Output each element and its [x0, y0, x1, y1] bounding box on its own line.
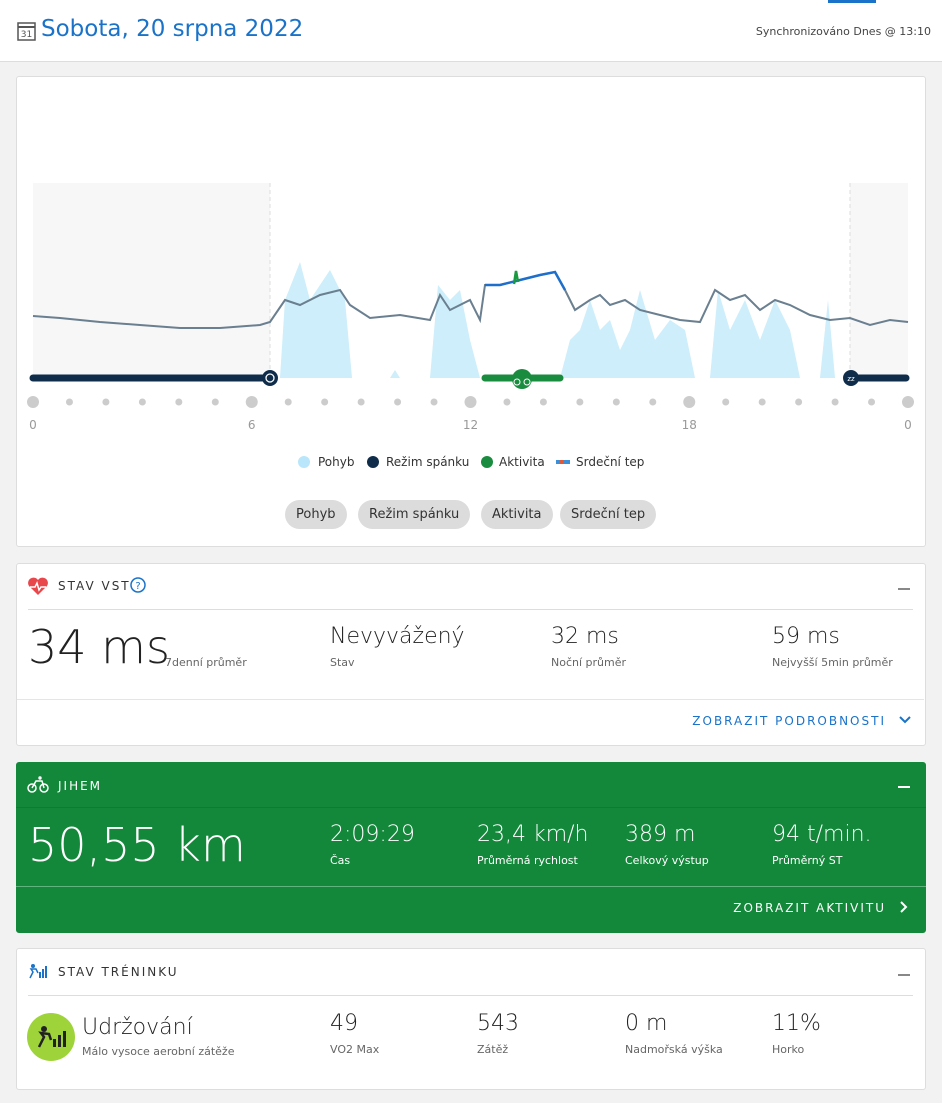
divider	[17, 699, 924, 700]
card-title: JIHEM	[58, 779, 103, 793]
hour-dot	[102, 398, 110, 406]
activity-card	[16, 762, 926, 933]
legend-item: Pohyb	[318, 455, 355, 469]
hour-dot	[902, 396, 914, 408]
header-bar	[0, 0, 942, 62]
stat-value: 0 m	[625, 1011, 668, 1036]
hour-label: 0	[904, 418, 912, 432]
tab-indicator	[828, 0, 876, 3]
stat-label: Celkový výstup	[625, 854, 709, 867]
card-title: STAV VST	[58, 579, 131, 593]
hour-label: 6	[247, 418, 256, 432]
hour-dot	[357, 398, 365, 406]
details-link[interactable]: ZOBRAZIT PODROBNOSTI	[692, 714, 886, 728]
stat-value: 2:09:29	[330, 822, 415, 847]
stat-label: Noční průměr	[551, 656, 627, 669]
stat-value: 49	[330, 1011, 358, 1036]
divider	[16, 807, 926, 808]
hour-dot	[722, 398, 730, 406]
hour-dot	[649, 398, 657, 406]
divider	[28, 609, 913, 610]
chevron[interactable]	[898, 714, 912, 726]
filter-button[interactable]: Režim spánku	[358, 500, 471, 529]
stat-label: Stav	[330, 656, 355, 669]
hour-dot	[245, 396, 258, 408]
calendar-day: 31	[21, 30, 32, 40]
timeline-chart: zz	[27, 183, 914, 468]
hour-dot	[464, 396, 477, 408]
hour-dot	[503, 398, 511, 406]
stat-value: 32 ms	[551, 624, 619, 649]
training-card	[16, 948, 926, 1090]
hour-dot	[175, 398, 183, 406]
page-title: Sobota, 20 srpna 2022	[41, 16, 304, 42]
training-icon	[29, 964, 47, 979]
hour-dot	[321, 398, 329, 406]
stat-label: Horko	[772, 1043, 805, 1056]
hour-dot	[539, 398, 547, 406]
hour-dot	[612, 398, 620, 406]
stat-label: Nejvyšší 5min průměr	[772, 656, 893, 669]
distance-value: 50,55 km	[28, 818, 246, 872]
hour-label: 0	[29, 418, 37, 432]
hour-dot	[758, 398, 766, 406]
stat-label: Zátěž	[477, 1043, 509, 1056]
filter-button[interactable]: Srdeční tep	[560, 500, 657, 529]
chevron[interactable]	[898, 900, 910, 914]
help-icon[interactable]: ?	[130, 577, 146, 593]
chart-icon[interactable]	[898, 776, 910, 788]
stat-value: 543	[477, 1011, 519, 1036]
hour-dot	[394, 398, 402, 406]
training-caption: Málo vysoce aerobní zátěže	[82, 1045, 235, 1058]
hour-label: 18	[681, 418, 697, 432]
filter-button[interactable]: Pohyb	[285, 500, 347, 529]
stat-value: Nevyvážený	[330, 624, 465, 649]
hour-dot	[138, 398, 146, 406]
stat-label: Čas	[330, 854, 351, 867]
hour-dot	[868, 398, 876, 406]
hrv-card	[16, 563, 926, 746]
heart-icon	[28, 577, 48, 595]
training-status: Udržování	[82, 1015, 193, 1040]
svg-text:zz: zz	[847, 375, 855, 383]
stat-value: 94 t/min.	[772, 822, 872, 847]
legend-item: Aktivita	[499, 455, 545, 469]
divider	[28, 995, 913, 996]
hour-dot	[284, 398, 292, 406]
hrv-value: 34 ms	[28, 620, 170, 674]
stat-value: 11%	[772, 1011, 821, 1036]
activity-link[interactable]: ZOBRAZIT AKTIVITU	[733, 901, 886, 915]
hour-dot	[795, 398, 803, 406]
chart-icon[interactable]	[898, 578, 910, 590]
hour-dot	[831, 398, 839, 406]
hour-dot	[430, 398, 438, 406]
hour-dot	[576, 398, 584, 406]
sync-status: Synchronizováno Dnes @ 13:10	[755, 25, 931, 38]
stat-label: Průměrný ST	[772, 854, 843, 867]
stat-label: Průměrná rychlost	[477, 854, 578, 867]
hour-label: 12	[462, 418, 479, 432]
card-title: STAV TRÉNINKU	[58, 965, 179, 979]
legend-item: Srdeční tep	[576, 455, 645, 469]
stat-value: 59 ms	[772, 624, 840, 649]
legend-item: Režim spánku	[386, 455, 470, 469]
hour-dot	[683, 396, 696, 408]
hrv-caption: 7denní průměr	[165, 656, 247, 669]
chart-icon[interactable]	[898, 964, 910, 976]
stat-label: VO2 Max	[330, 1043, 380, 1056]
svg-text:?: ?	[135, 581, 140, 592]
filter-button[interactable]: Aktivita	[481, 500, 553, 529]
stat-label: Nadmořská výška	[625, 1043, 723, 1056]
bike-icon	[27, 776, 49, 793]
stat-value: 389 m	[625, 822, 696, 847]
hour-dot	[65, 398, 73, 406]
hour-dot	[211, 398, 219, 406]
divider	[16, 886, 926, 887]
stat-value: 23,4 km/h	[477, 822, 589, 847]
hour-dot	[27, 396, 39, 408]
status-badge	[27, 1013, 75, 1061]
calendar-icon: 31	[17, 22, 36, 41]
